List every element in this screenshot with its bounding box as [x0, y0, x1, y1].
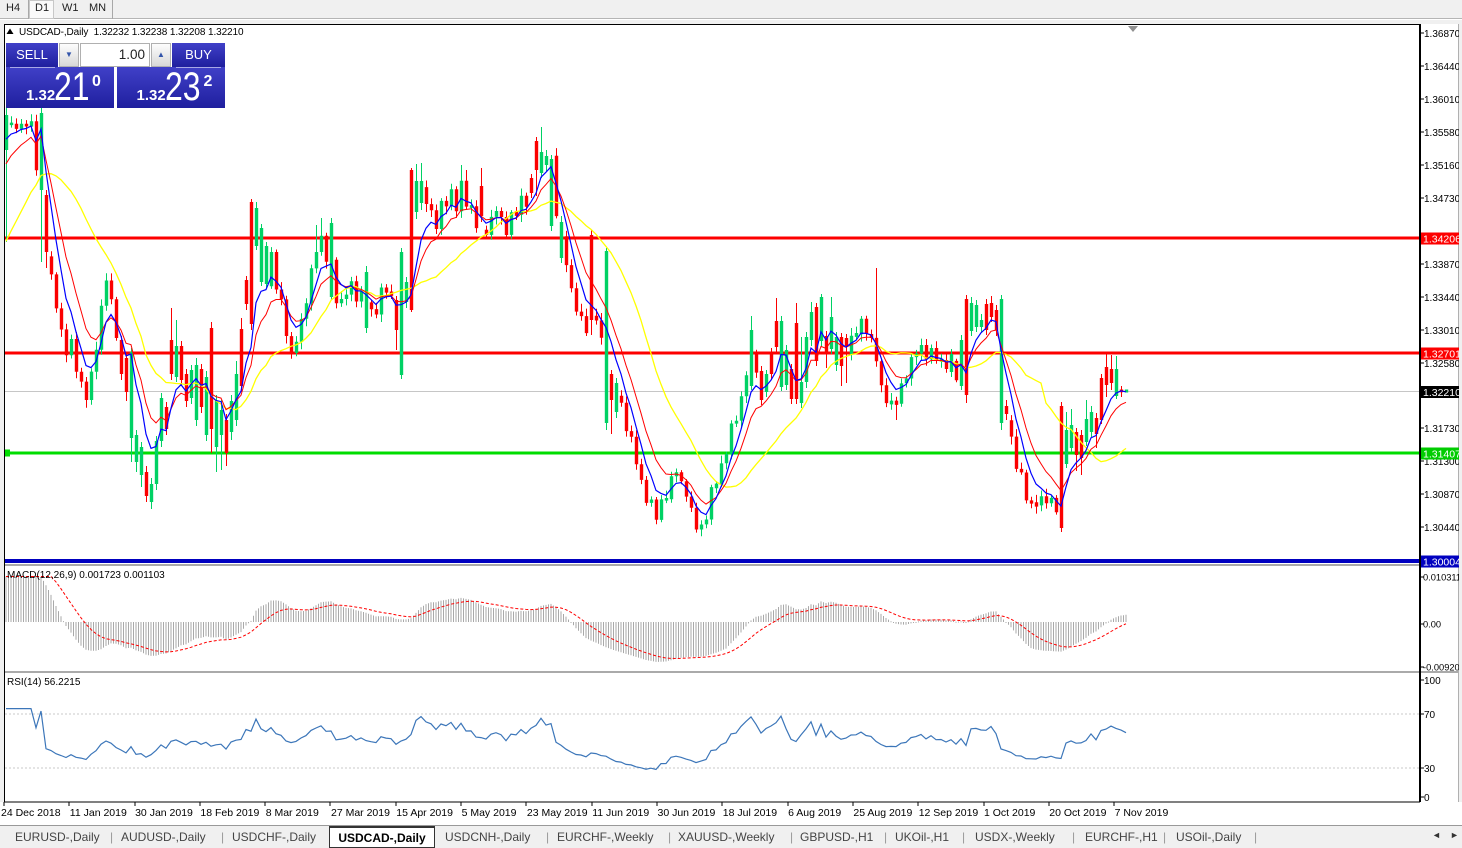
svg-text:1.30440: 1.30440	[1424, 523, 1461, 534]
svg-text:23 May 2019: 23 May 2019	[527, 807, 588, 819]
svg-text:1.35160: 1.35160	[1424, 161, 1461, 172]
svg-text:1.35580: 1.35580	[1424, 128, 1461, 139]
svg-text:7 Nov 2019: 7 Nov 2019	[1115, 807, 1169, 819]
svg-text:12 Sep 2019: 12 Sep 2019	[919, 807, 979, 819]
svg-text:0: 0	[1424, 793, 1430, 804]
svg-text:8 Mar 2019: 8 Mar 2019	[266, 807, 319, 819]
svg-text:30 Jun 2019: 30 Jun 2019	[658, 807, 716, 819]
svg-text:1 Oct 2019: 1 Oct 2019	[984, 807, 1036, 819]
svg-text:27 Mar 2019: 27 Mar 2019	[331, 807, 390, 819]
svg-text:1.31300: 1.31300	[1424, 457, 1461, 468]
svg-text:6 Aug 2019: 6 Aug 2019	[788, 807, 841, 819]
svg-text:25 Aug 2019: 25 Aug 2019	[853, 807, 912, 819]
svg-text:18 Jul 2019: 18 Jul 2019	[723, 807, 777, 819]
svg-text:0.00: 0.00	[1423, 620, 1441, 630]
svg-text:1.33440: 1.33440	[1424, 293, 1461, 304]
svg-text:18 Feb 2019: 18 Feb 2019	[200, 807, 259, 819]
svg-text:15 Apr 2019: 15 Apr 2019	[396, 807, 453, 819]
svg-text:1.36870: 1.36870	[1424, 29, 1461, 40]
svg-text:1.30870: 1.30870	[1424, 490, 1461, 501]
svg-text:100: 100	[1424, 676, 1441, 687]
svg-text:1.36440: 1.36440	[1424, 62, 1461, 73]
svg-text:1.36010: 1.36010	[1424, 95, 1461, 106]
svg-text:1.32210: 1.32210	[1423, 387, 1461, 399]
svg-text:1.31407: 1.31407	[1423, 449, 1461, 461]
svg-text:1.32580: 1.32580	[1424, 359, 1461, 370]
svg-text:1.30004: 1.30004	[1423, 557, 1461, 569]
svg-text:1.32701: 1.32701	[1423, 349, 1461, 361]
svg-text:MACD(12,26,9) 0.001723 0.00110: MACD(12,26,9) 0.001723 0.001103	[7, 570, 165, 581]
svg-text:30: 30	[1424, 764, 1436, 775]
svg-text:20 Oct 2019: 20 Oct 2019	[1049, 807, 1106, 819]
svg-text:11 Jun 2019: 11 Jun 2019	[592, 807, 649, 819]
svg-text:70: 70	[1424, 710, 1436, 721]
svg-text:1.33870: 1.33870	[1424, 260, 1461, 271]
svg-text:30 Jan 2019: 30 Jan 2019	[135, 807, 193, 819]
svg-text:0.010311: 0.010311	[1423, 573, 1461, 583]
svg-text:-0.009203: -0.009203	[1423, 663, 1462, 673]
svg-text:5 May 2019: 5 May 2019	[462, 807, 517, 819]
svg-text:1.31730: 1.31730	[1424, 424, 1461, 435]
svg-text:1.33010: 1.33010	[1424, 326, 1461, 337]
svg-text:1.34730: 1.34730	[1424, 194, 1461, 205]
svg-text:24 Dec 2018: 24 Dec 2018	[1, 807, 61, 819]
svg-text:11 Jan 2019: 11 Jan 2019	[70, 807, 127, 819]
svg-text:RSI(14) 56.2215: RSI(14) 56.2215	[7, 677, 81, 688]
svg-text:1.34206: 1.34206	[1423, 234, 1461, 246]
